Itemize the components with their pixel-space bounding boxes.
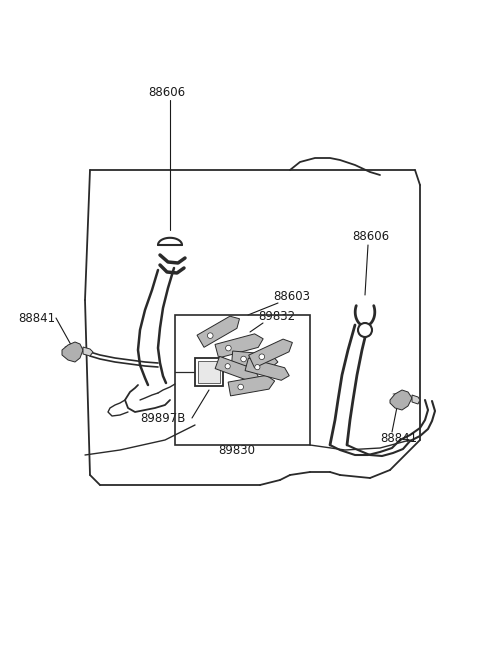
- Polygon shape: [215, 356, 259, 381]
- Polygon shape: [412, 395, 420, 404]
- Circle shape: [207, 333, 213, 339]
- Text: 89897B: 89897B: [140, 411, 185, 424]
- Text: 88606: 88606: [352, 231, 389, 244]
- Circle shape: [241, 356, 246, 362]
- Polygon shape: [231, 351, 278, 368]
- Polygon shape: [215, 334, 263, 358]
- Text: 88841: 88841: [18, 312, 55, 324]
- Text: 89830: 89830: [218, 443, 255, 457]
- Circle shape: [358, 323, 372, 337]
- Text: 89832: 89832: [258, 310, 295, 322]
- Polygon shape: [245, 358, 289, 381]
- Polygon shape: [228, 375, 275, 396]
- Bar: [198, 361, 220, 383]
- Bar: [195, 358, 223, 386]
- Polygon shape: [62, 342, 83, 362]
- Text: 88841: 88841: [380, 432, 417, 445]
- Polygon shape: [83, 347, 93, 356]
- Polygon shape: [197, 316, 240, 347]
- Circle shape: [255, 365, 260, 370]
- Polygon shape: [390, 390, 412, 410]
- Circle shape: [238, 384, 243, 390]
- Text: 88603: 88603: [273, 290, 310, 303]
- Circle shape: [259, 354, 264, 360]
- Bar: [175, 315, 310, 445]
- Text: 88606: 88606: [148, 86, 185, 98]
- Polygon shape: [249, 339, 292, 368]
- Circle shape: [226, 345, 231, 351]
- Circle shape: [225, 364, 230, 369]
